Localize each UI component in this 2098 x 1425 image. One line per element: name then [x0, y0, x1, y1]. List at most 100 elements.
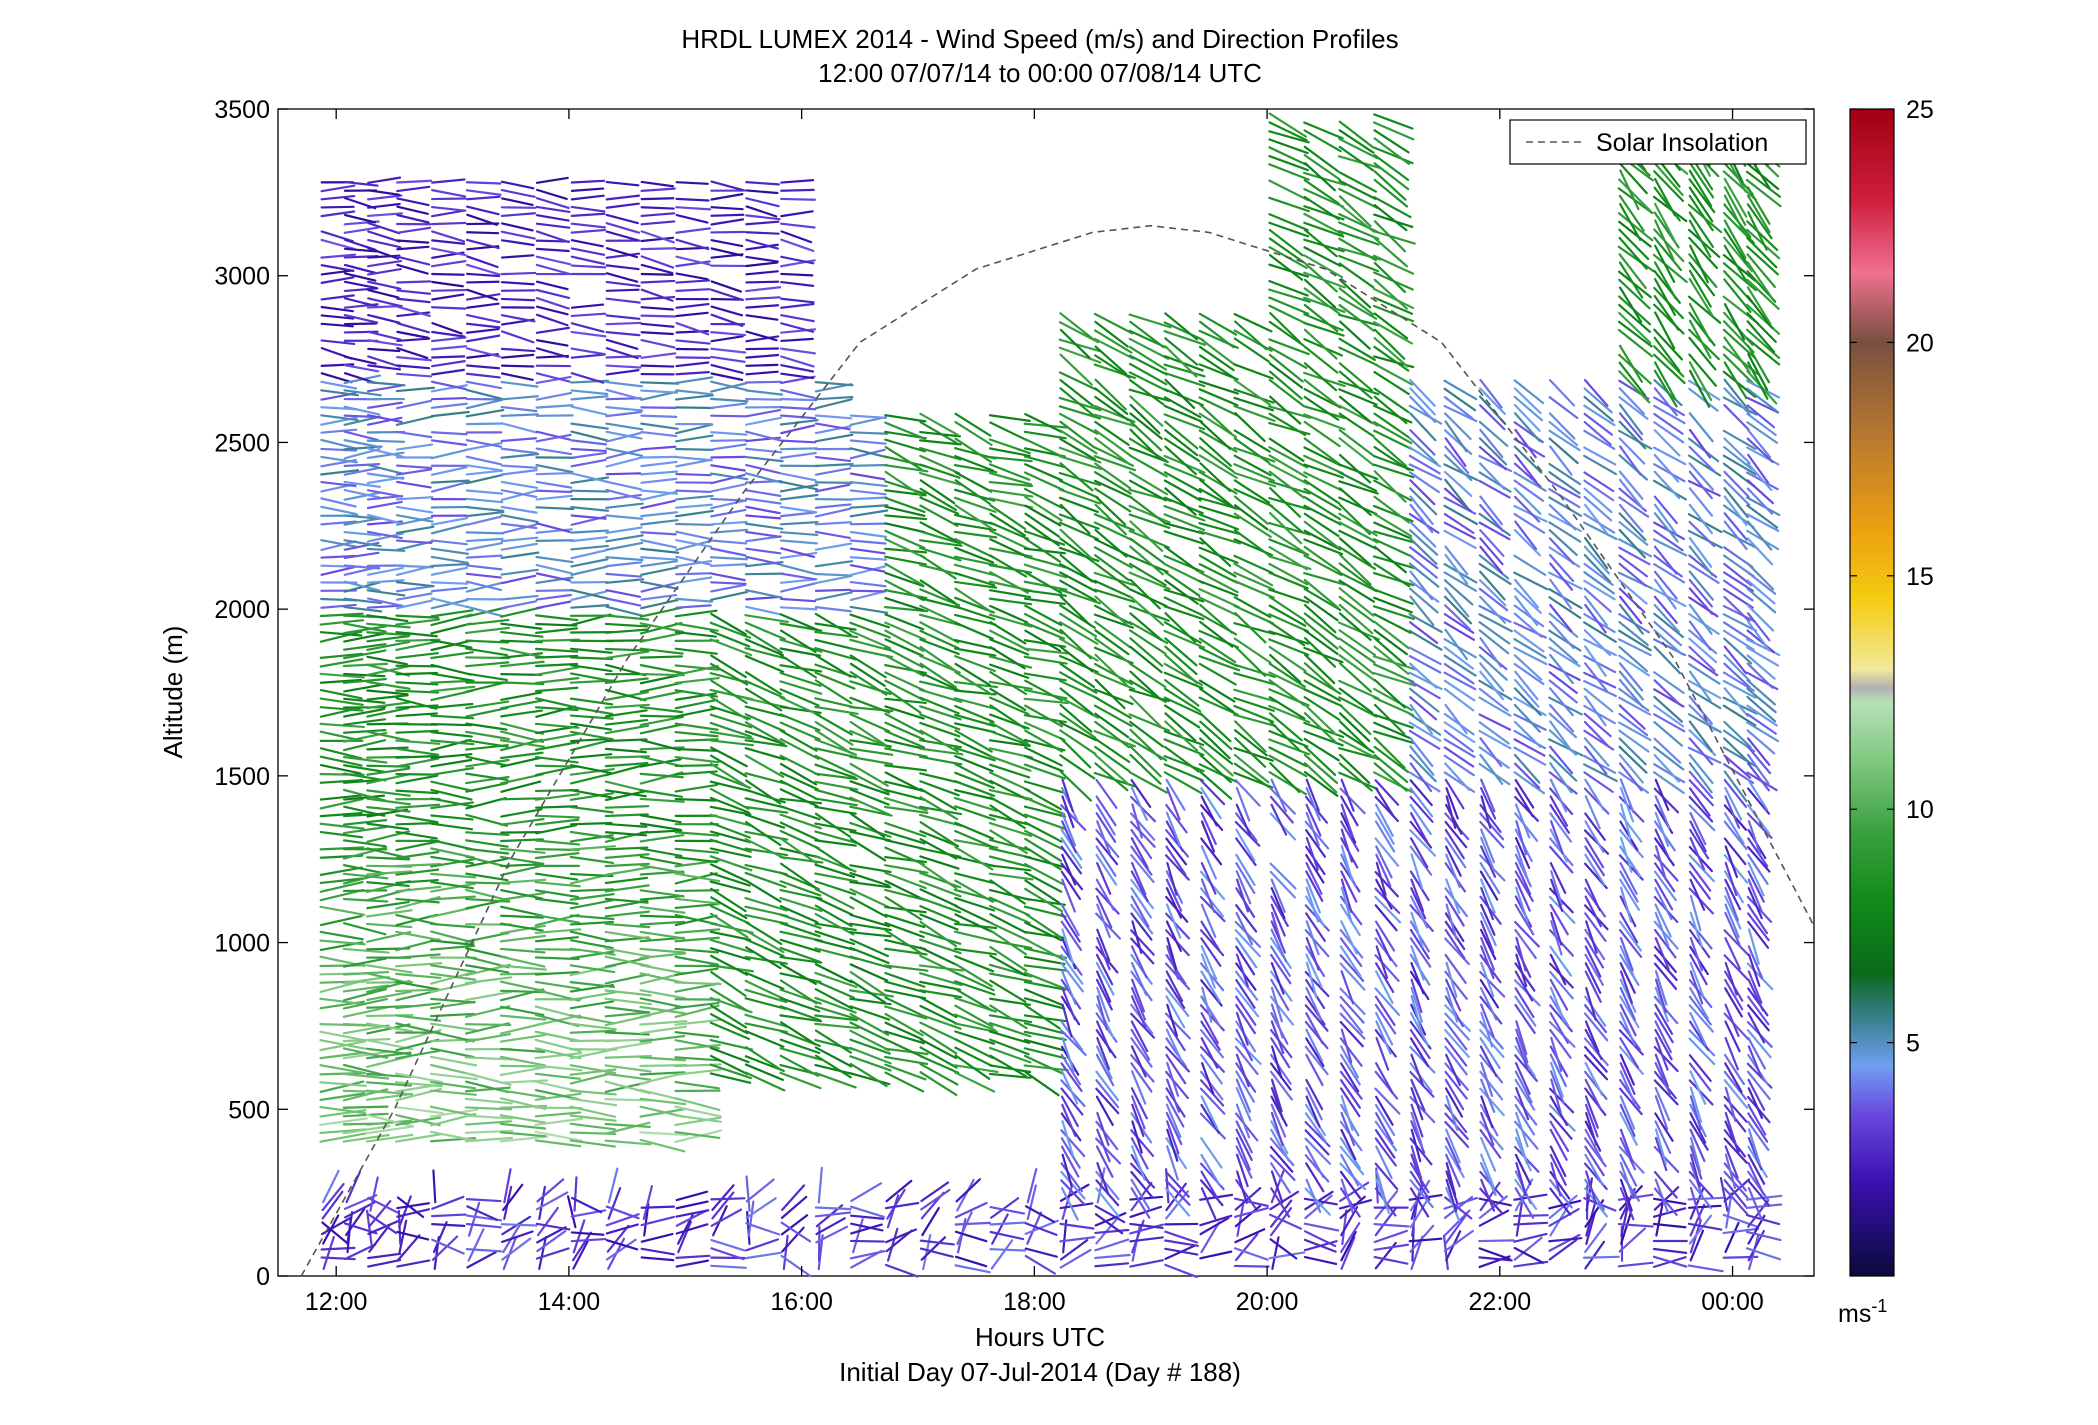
- wind-barb: [710, 439, 748, 442]
- wind-barb: [1723, 336, 1751, 374]
- wind-barb: [1163, 763, 1204, 782]
- wind-barb: [1338, 337, 1376, 361]
- wind-barb: [1093, 538, 1133, 558]
- wind-barb: [367, 347, 401, 353]
- wind-barb: [535, 297, 570, 310]
- wind-barb: [709, 629, 751, 648]
- wind-barb: [1095, 978, 1113, 1011]
- wind-barb: [366, 566, 404, 576]
- wind-barb: [1270, 986, 1283, 1023]
- wind-barb: [320, 565, 356, 576]
- wind-barb: [500, 922, 544, 932]
- wind-barb: [429, 1055, 478, 1067]
- wind-barb: [745, 879, 782, 903]
- wind-barb: [1128, 437, 1167, 462]
- wind-barb: [500, 889, 544, 900]
- wind-barb: [988, 597, 1033, 606]
- wind-barb: [1688, 762, 1713, 794]
- wind-barb: [1340, 1028, 1353, 1064]
- wind-barb: [535, 622, 578, 627]
- wind-barb: [1268, 662, 1306, 688]
- wind-barb: [1375, 803, 1394, 837]
- wind-barb: [1550, 820, 1564, 855]
- wind-barb: [465, 782, 509, 793]
- wind-barb: [534, 677, 580, 685]
- wind-barb: [367, 288, 400, 299]
- wind-barb: [1724, 845, 1739, 879]
- wind-barb: [342, 889, 388, 893]
- wind-barb: [1583, 704, 1616, 725]
- wind-barb: [953, 522, 997, 532]
- x-tick-label: 12:00: [305, 1288, 368, 1316]
- wind-barb: [395, 468, 433, 476]
- wind-barb: [1652, 1222, 1687, 1229]
- wind-barb: [1270, 1053, 1292, 1085]
- wind-barb: [500, 281, 535, 286]
- wind-barb: [674, 872, 721, 883]
- wind-barb: [343, 287, 379, 293]
- wind-barb: [1549, 1028, 1572, 1059]
- wind-barb: [675, 539, 713, 552]
- wind-barb: [849, 489, 887, 496]
- wind-barb: [465, 581, 503, 593]
- wind-barb: [1688, 1037, 1716, 1066]
- wind-barb: [1165, 1053, 1187, 1085]
- wind-barb: [1128, 345, 1168, 371]
- wind-barb: [1618, 194, 1645, 232]
- wind-barb: [1303, 762, 1338, 794]
- wind-barb: [1746, 571, 1777, 595]
- wind-barb: [1130, 1187, 1151, 1219]
- wind-barb: [814, 712, 853, 736]
- wind-barb: [1166, 1061, 1180, 1097]
- wind-barb: [1746, 412, 1777, 437]
- wind-barb: [1234, 645, 1267, 677]
- wind-barb: [431, 360, 466, 368]
- wind-barb: [570, 430, 609, 442]
- wind-barb: [367, 280, 402, 290]
- wind-barb: [1372, 571, 1415, 587]
- wind-barb: [919, 880, 962, 898]
- wind-barb: [1654, 778, 1670, 811]
- wind-barb: [366, 797, 411, 806]
- wind-barb: [1095, 853, 1118, 886]
- wind-barb: [779, 788, 819, 808]
- wind-barb: [1617, 1223, 1654, 1228]
- wind-barb: [1093, 337, 1135, 360]
- wind-barb: [884, 980, 927, 994]
- wind-barb: [639, 655, 683, 659]
- wind-barb: [343, 389, 382, 397]
- wind-barb: [1339, 1020, 1364, 1048]
- wind-barb: [1374, 962, 1395, 993]
- wind-barb: [1444, 1120, 1470, 1148]
- wind-barb: [1480, 828, 1496, 864]
- wind-barb: [1584, 503, 1608, 535]
- wind-barb: [1338, 453, 1372, 484]
- wind-barb: [1375, 928, 1392, 962]
- wind-barb: [1688, 470, 1714, 500]
- wind-barb: [604, 762, 649, 768]
- wind-barb: [1410, 1111, 1424, 1148]
- wind-barb: [1408, 446, 1442, 468]
- wind-barb: [849, 1029, 891, 1052]
- wind-barb: [1199, 603, 1233, 634]
- wind-barb: [781, 1226, 805, 1253]
- wind-barb: [1747, 820, 1762, 856]
- wind-barb: [1373, 637, 1407, 667]
- wind-barb: [1303, 387, 1342, 409]
- wind-barb: [1514, 1062, 1531, 1096]
- wind-barb: [1303, 262, 1338, 293]
- wind-barb: [1024, 912, 1062, 939]
- wind-barb: [1689, 911, 1703, 948]
- wind-barb: [1688, 770, 1714, 799]
- wind-barb: [464, 897, 511, 903]
- wind-barb: [1340, 1111, 1356, 1147]
- wind-barb: [1235, 786, 1251, 822]
- wind-barb: [779, 688, 820, 707]
- wind-barb: [1653, 412, 1684, 435]
- wind-barb: [1513, 554, 1547, 576]
- wind-barb: [366, 463, 405, 475]
- wind-barb: [780, 238, 815, 253]
- wind-barb: [1199, 1087, 1226, 1115]
- wind-barb: [1130, 1037, 1153, 1068]
- wind-barb: [1444, 1087, 1464, 1118]
